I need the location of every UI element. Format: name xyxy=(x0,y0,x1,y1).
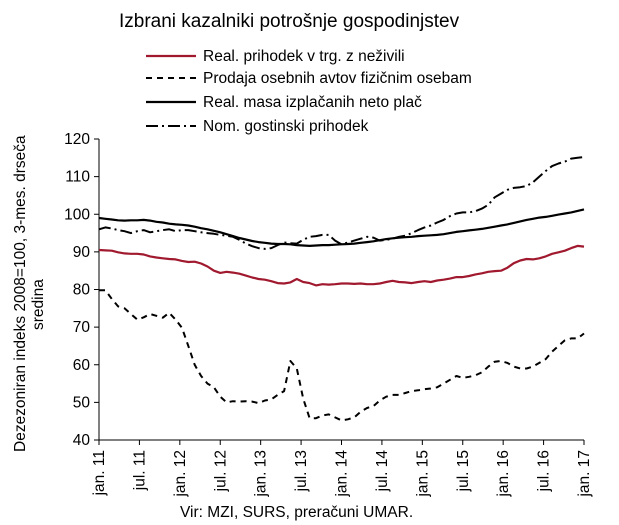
series-line-3 xyxy=(98,156,585,250)
y-axis-title-line-1: Dezezoniran indeks 2008=100, 3-mes. drse… xyxy=(12,135,29,452)
x-tick-label: jul. 16 xyxy=(536,450,553,492)
x-tick-label: jan. 11 xyxy=(91,450,108,496)
y-tick-label: 110 xyxy=(65,169,90,186)
series-lines xyxy=(98,156,585,422)
y-tick-label: 120 xyxy=(64,131,90,148)
x-tick-label: jan. 12 xyxy=(172,450,189,498)
y-tick-label: 70 xyxy=(73,319,91,336)
y-tick-label: 80 xyxy=(73,282,91,299)
legend-label-series-3: Nom. gostinski prihodek xyxy=(203,118,369,135)
legend-label-series-2: Real. masa izplačanih neto plač xyxy=(203,94,422,111)
y-tick-label: 40 xyxy=(73,432,91,449)
x-tick-label: jul. 14 xyxy=(374,450,391,493)
x-tick-label: jan. 17 xyxy=(576,450,593,498)
x-tick-label: jan. 14 xyxy=(334,450,351,498)
x-tick-label: jul. 12 xyxy=(212,450,229,492)
x-tick-label: jul. 13 xyxy=(293,450,310,492)
chart-title: Izbrani kazalniki potrošnje gospodinjste… xyxy=(119,11,460,32)
y-tick-label: 50 xyxy=(73,394,91,411)
legend: Real. prihodek v trg. z neživili Prodaja… xyxy=(146,48,472,135)
source-note: Vir: MZI, SURS, preračuni UMAR. xyxy=(180,504,413,521)
series-line-2 xyxy=(98,208,585,247)
legend-label-series-0: Real. prihodek v trg. z neživili xyxy=(203,48,405,65)
y-axis-ticks: 40 50 60 70 80 90 100 110 120 xyxy=(64,131,99,449)
y-axis-title: Dezezoniran indeks 2008=100, 3-mes. drse… xyxy=(12,135,47,452)
x-axis-ticks: jan. 11 jul. 11 jan. 12 jul. 12 jan. 13 jul. … xyxy=(91,440,593,498)
x-tick-label: jul. 11 xyxy=(131,450,148,491)
x-tick-label: jan. 16 xyxy=(495,450,512,498)
x-tick-label: jan. 13 xyxy=(253,450,270,498)
y-axis-title-line-2: sredina xyxy=(30,279,47,330)
series-line-0 xyxy=(98,244,585,287)
series-line-1 xyxy=(99,289,585,422)
y-tick-label: 100 xyxy=(64,206,90,223)
legend-label-series-1: Prodaja osebnih avtov fizičnim osebam xyxy=(203,70,472,87)
x-tick-label: jan. 15 xyxy=(414,450,431,498)
y-tick-label: 60 xyxy=(73,357,91,374)
y-tick-label: 90 xyxy=(73,244,91,261)
x-tick-label: jul. 15 xyxy=(455,450,472,492)
